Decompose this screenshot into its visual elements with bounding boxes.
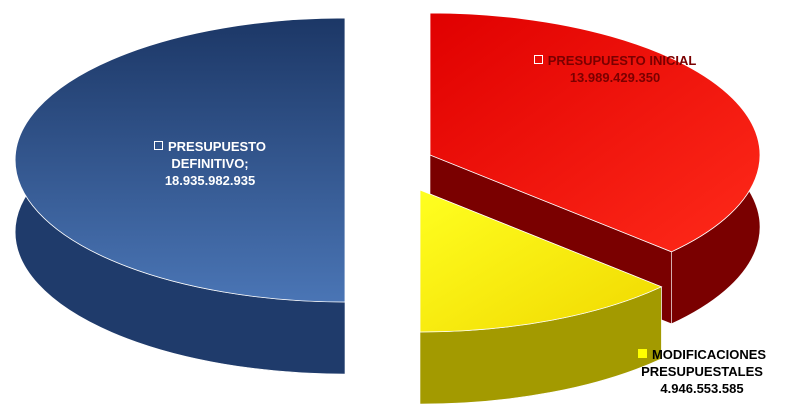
data-label: PRESUPUESTO DEFINITIVO; 18.935.982.935: [120, 138, 300, 189]
category-label: MODIFICACIONES PRESUPUESTALES: [641, 347, 767, 379]
legend-marker: [637, 349, 647, 358]
slice: [14, 17, 346, 303]
legend-marker: [153, 141, 163, 150]
slice: [419, 189, 663, 333]
category-label: PRESUPUESTO DEFINITIVO;: [167, 139, 266, 171]
data-label: PRESUPUESTO INICIAL 13.989.429.350: [520, 52, 710, 86]
value-label: 4.946.553.585: [660, 381, 744, 396]
category-label: PRESUPUESTO INICIAL: [547, 53, 697, 68]
legend-marker: [533, 55, 543, 64]
value-label: 18.935.982.935: [164, 173, 256, 188]
slice: [429, 12, 761, 253]
value-label: 13.989.429.350: [569, 70, 661, 85]
data-label: MODIFICACIONES PRESUPUESTALES 4.946.553.5…: [600, 346, 804, 397]
